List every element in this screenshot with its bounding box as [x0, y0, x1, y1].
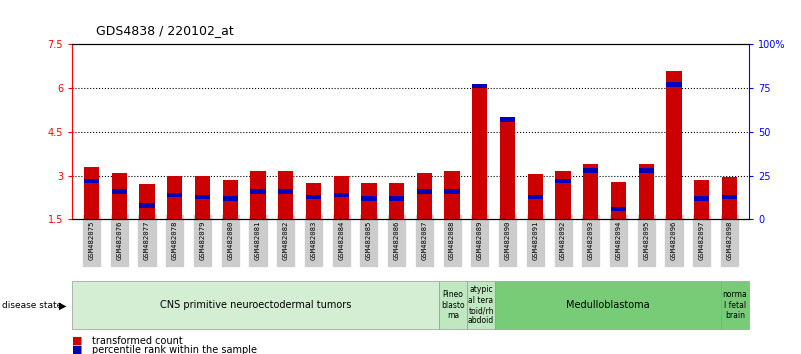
Bar [638, 164, 654, 219]
Bar [722, 194, 737, 199]
Bar [417, 189, 432, 194]
Bar [195, 194, 210, 199]
Bar [84, 179, 99, 183]
Bar [611, 182, 626, 219]
Bar [417, 173, 432, 219]
Bar [167, 176, 183, 219]
Bar [278, 171, 293, 219]
Text: Pineo
blasto
ma: Pineo blasto ma [441, 290, 465, 320]
Bar [333, 176, 348, 219]
Bar [306, 194, 321, 199]
Bar [223, 196, 238, 201]
Text: disease state: disease state [2, 301, 62, 310]
Bar [500, 117, 515, 122]
Bar [638, 168, 654, 173]
Bar [666, 70, 682, 219]
Bar [473, 84, 488, 219]
Bar [251, 189, 266, 194]
Bar [500, 117, 515, 219]
Bar [306, 183, 321, 219]
Bar [528, 174, 543, 219]
Text: transformed count: transformed count [92, 336, 183, 346]
Bar [139, 203, 155, 208]
Bar [555, 179, 570, 183]
Bar [722, 177, 737, 219]
Bar [111, 173, 127, 219]
Text: ■: ■ [72, 336, 83, 346]
Bar [223, 180, 238, 219]
Bar [361, 183, 376, 219]
Text: CNS primitive neuroectodermal tumors: CNS primitive neuroectodermal tumors [159, 300, 351, 310]
Bar [139, 184, 155, 219]
Bar [333, 193, 348, 197]
Text: ■: ■ [72, 345, 83, 354]
Bar [611, 207, 626, 211]
Bar [84, 167, 99, 219]
Text: ▶: ▶ [58, 300, 66, 310]
Bar [278, 189, 293, 194]
Bar [195, 176, 210, 219]
Bar [694, 180, 710, 219]
Bar [361, 196, 376, 201]
Bar [473, 84, 488, 88]
Bar [528, 194, 543, 199]
Bar [445, 189, 460, 194]
Text: Medulloblastoma: Medulloblastoma [566, 300, 650, 310]
Bar [251, 171, 266, 219]
Bar [583, 164, 598, 219]
Bar [389, 196, 405, 201]
Bar [583, 168, 598, 173]
Bar [666, 82, 682, 87]
Bar [694, 196, 710, 201]
Bar [167, 193, 183, 197]
Text: GDS4838 / 220102_at: GDS4838 / 220102_at [96, 24, 234, 37]
Bar [445, 171, 460, 219]
Bar [111, 189, 127, 194]
Text: percentile rank within the sample: percentile rank within the sample [92, 345, 257, 354]
Bar [389, 183, 405, 219]
Text: atypic
al tera
toid/rh
abdoid: atypic al tera toid/rh abdoid [468, 285, 494, 325]
Text: norma
l fetal
brain: norma l fetal brain [723, 290, 747, 320]
Bar [555, 171, 570, 219]
